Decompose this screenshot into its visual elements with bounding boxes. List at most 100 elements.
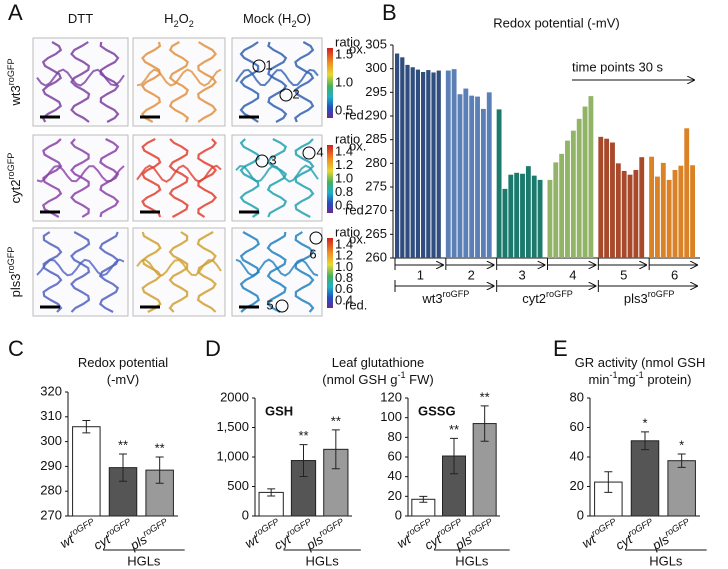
bar: [426, 70, 431, 258]
colorbar: [327, 238, 333, 308]
colorbar-tick: 1.0: [335, 74, 353, 89]
significance: **: [480, 389, 490, 404]
row-label: pls3roGFP: [6, 247, 23, 298]
bar: [660, 162, 666, 258]
cell-outline: [141, 231, 162, 313]
bar: [633, 169, 639, 258]
colorbar-tick: 0.8: [335, 184, 353, 199]
bar: [582, 106, 588, 259]
y-tick-label: 280: [365, 155, 387, 170]
x-tick-label-part: roGFP: [317, 517, 345, 539]
significance: **: [298, 428, 308, 443]
y-tick-label: 1,500: [216, 419, 249, 434]
error-bar: [450, 437, 458, 475]
group-label: 6: [671, 267, 678, 282]
colorbar-tick: 0.6: [335, 281, 353, 296]
chart-label: GSH: [265, 403, 293, 418]
error-bar: [604, 471, 613, 493]
chart-title-part: GR activity (nmol GSH: [575, 355, 706, 370]
error-bar: [419, 495, 428, 503]
bar: [672, 169, 678, 258]
spot-label: 1: [265, 57, 272, 72]
row-label-part: roGFP: [6, 153, 16, 180]
colorbar-top: ox.: [349, 138, 366, 153]
cell-outline: [41, 41, 63, 123]
bar: [72, 426, 101, 517]
group-label: 5: [620, 267, 627, 282]
column-header-part: Mock (H: [243, 11, 291, 26]
colorbar-title: ratio: [335, 34, 360, 49]
y-tick-label: 290: [365, 107, 387, 122]
cell-outline: [136, 68, 222, 87]
cell-outline: [293, 41, 315, 123]
chart-title-part: FW): [406, 372, 434, 387]
y-tick-label: 80: [570, 389, 584, 404]
bar: [525, 166, 531, 258]
y-tick-label: 0: [242, 507, 249, 522]
y-tick-label: 40: [388, 468, 402, 483]
significance: **: [449, 422, 459, 437]
strain-label-part: wt3: [421, 291, 442, 306]
x-tick-label: plsroGFP: [648, 517, 695, 554]
column-header-part: O): [297, 11, 311, 26]
colorbar-bottom: red.: [345, 297, 367, 312]
panel-label: D: [205, 336, 221, 361]
error-bar: [299, 444, 308, 477]
cell-outline: [235, 258, 319, 277]
chart-label: GSSG: [418, 403, 456, 418]
cell-outline: [168, 138, 189, 218]
bar: [576, 118, 582, 258]
spot-label: 2: [292, 86, 299, 101]
bar: [630, 440, 660, 517]
chart-title-part: Redox potential: [78, 355, 168, 370]
spot-circle: [255, 154, 269, 168]
cell-outline: [36, 164, 125, 183]
row-label-part: cyt2: [8, 179, 23, 203]
panel-label: A: [8, 0, 23, 25]
bar: [410, 67, 415, 258]
bar: [537, 179, 543, 258]
column-header: DTT: [68, 11, 93, 26]
bar: [604, 138, 610, 258]
bar: [496, 109, 502, 258]
cell-outline: [70, 138, 90, 218]
y-tick-label: 40: [570, 448, 584, 463]
y-tick-label: 60: [388, 448, 402, 463]
y-tick-label: 60: [570, 419, 584, 434]
bar: [480, 108, 486, 259]
x-tick-label: cytroGFP: [90, 517, 136, 553]
column-header: Mock (H2O): [243, 11, 311, 29]
spot-label: 4: [316, 144, 323, 159]
error-bar: [82, 420, 91, 434]
bar: [421, 71, 426, 258]
strain-label-part: roGFP: [546, 289, 573, 299]
colorbar: [327, 48, 333, 118]
chart-title-part: (-mV): [107, 372, 140, 387]
bar: [451, 69, 457, 258]
bar: [553, 162, 559, 258]
cell-outline: [136, 164, 222, 183]
cell-outline: [235, 68, 319, 87]
chart-title: GR activity (nmol GSH: [575, 355, 706, 370]
row-label-part: roGFP: [6, 58, 16, 85]
cell-outline: [70, 41, 91, 123]
chart-title: (nmol GSH g-1 FW): [322, 370, 433, 387]
bar: [508, 174, 514, 258]
column-header-part: H: [164, 11, 173, 26]
cell-outline: [267, 41, 288, 123]
error-bar: [267, 488, 276, 497]
y-tick-label: 0: [577, 507, 584, 522]
group-label: 1: [417, 267, 424, 282]
x-tick-label: plsroGFP: [126, 517, 173, 554]
bar: [395, 53, 400, 258]
chart-title-part: -1: [636, 370, 644, 380]
x-tick-label-part: roGFP: [590, 517, 618, 539]
column-header-part: DTT: [68, 11, 93, 26]
chart-title: Redox potential: [78, 355, 168, 370]
y-tick-label: 280: [40, 483, 62, 498]
y-tick-label: 120: [380, 389, 402, 404]
bar: [469, 95, 475, 258]
colorbar-tick: 1.5: [335, 46, 353, 61]
error-bar: [155, 456, 164, 484]
x-tick-label-part: roGFP: [253, 517, 281, 539]
